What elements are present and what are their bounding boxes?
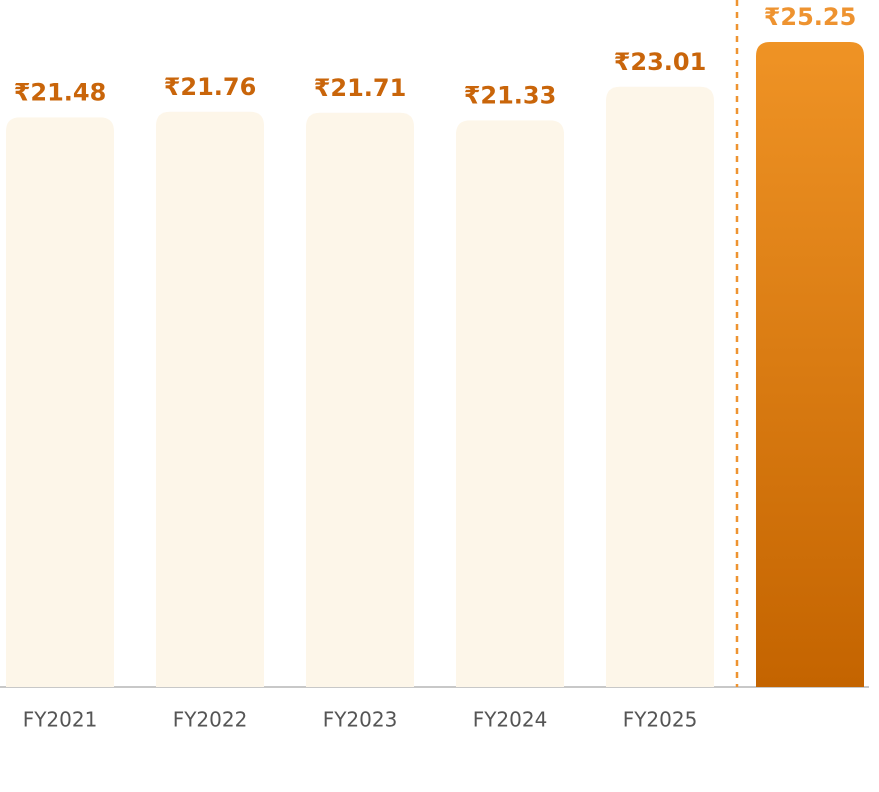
x-tick-label: FY2025 [623, 708, 698, 732]
value-label: ₹21.76 [164, 73, 257, 101]
value-label: ₹21.33 [464, 81, 557, 109]
x-tick-label: FY2023 [323, 708, 398, 732]
bar [6, 117, 114, 687]
bar [156, 111, 264, 688]
bar [306, 112, 414, 688]
value-label: ₹21.48 [14, 78, 107, 106]
bar [606, 86, 714, 688]
x-tick-label: FY2022 [173, 708, 248, 732]
value-label: ₹21.71 [314, 74, 407, 102]
x-tick-label: FY2024 [473, 708, 548, 732]
value-label: ₹25.25 [764, 3, 857, 31]
x-tick-label: FY2021 [23, 708, 98, 732]
bar [756, 42, 864, 687]
bar [456, 120, 564, 687]
value-label: ₹23.01 [614, 48, 707, 76]
